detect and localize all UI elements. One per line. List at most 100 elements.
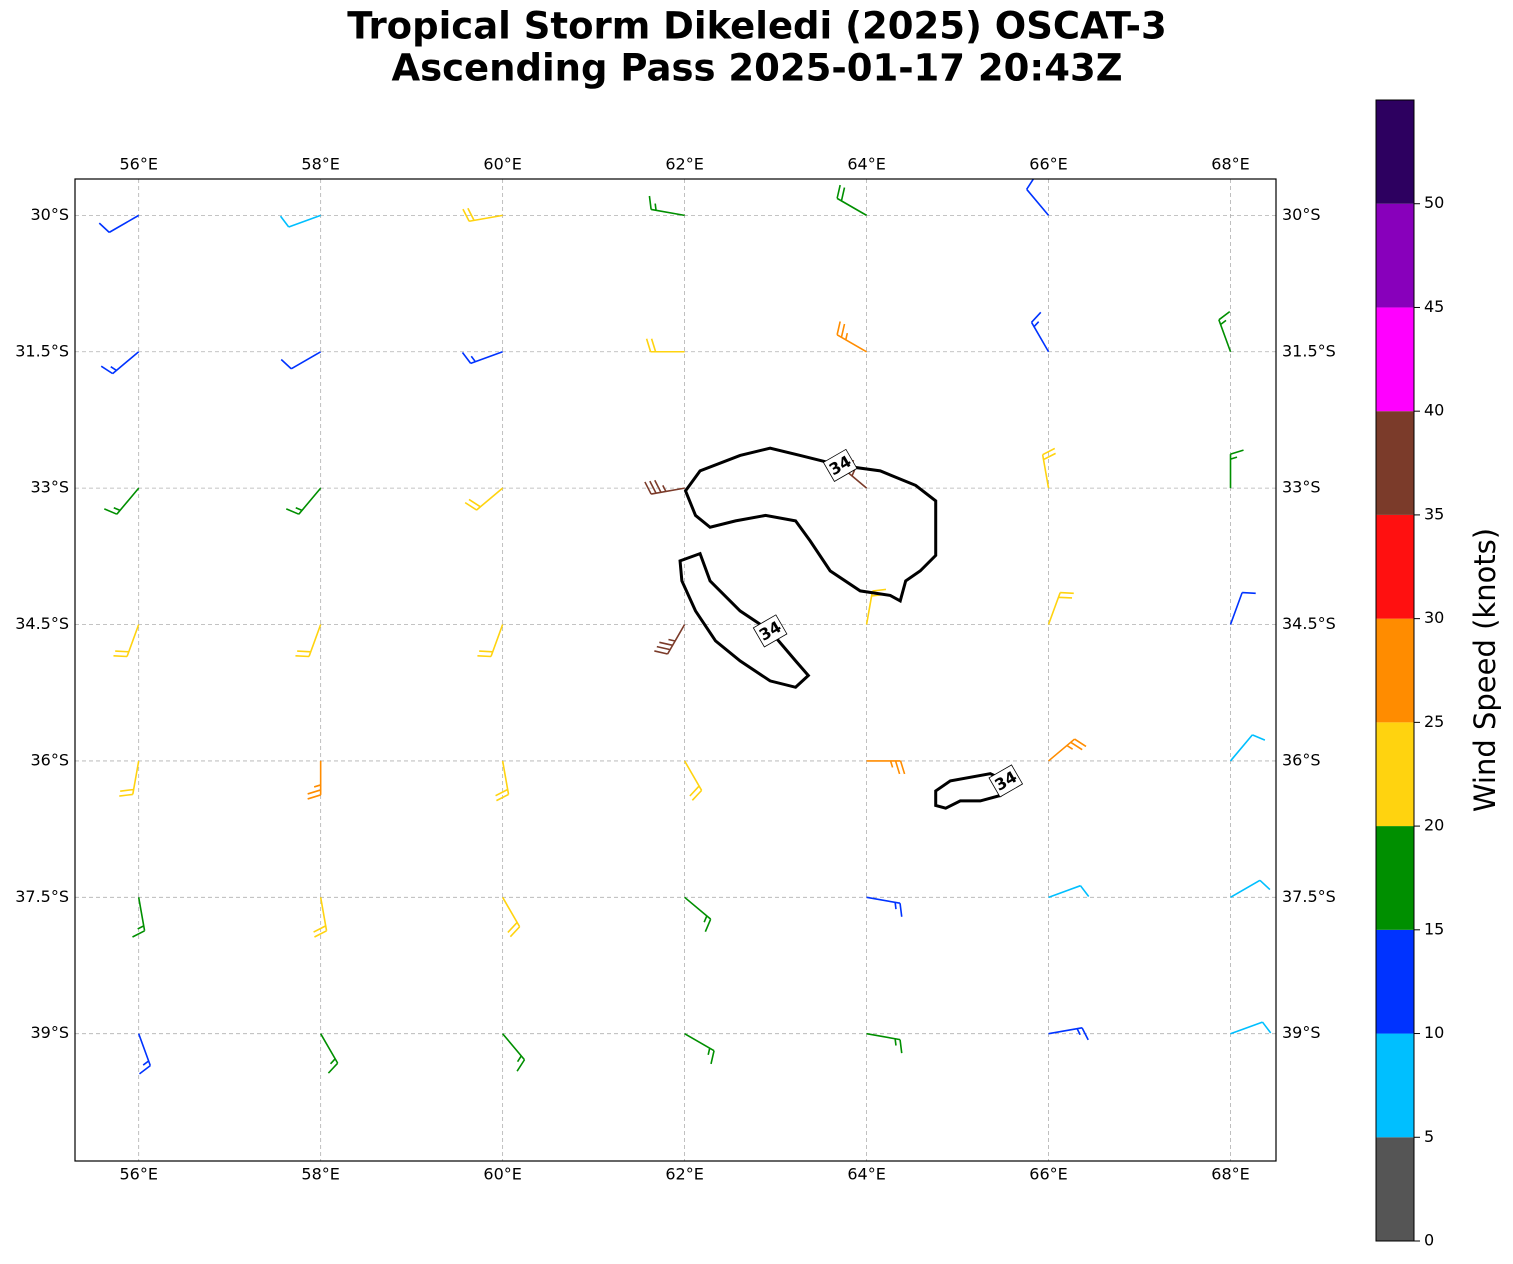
colorbar-tick-label: 40 [1424, 401, 1444, 420]
wind-barb [1229, 449, 1244, 489]
x-tick-label: 64°E [847, 155, 885, 174]
x-tick-label: 56°E [119, 155, 157, 174]
wind-barb [836, 184, 867, 217]
colorbar-tick-label: 5 [1424, 1127, 1434, 1146]
wind-barb [866, 1032, 903, 1054]
colorbar-tick-label: 35 [1424, 504, 1444, 523]
wind-barb [654, 624, 686, 655]
x-tick-label: 66°E [1029, 1165, 1067, 1184]
colorbar-tick-label: 20 [1424, 816, 1444, 835]
colorbar-tick-label: 30 [1424, 608, 1444, 627]
wind-barb [103, 487, 140, 515]
contour-label-box [752, 614, 788, 648]
colorbar-tick-label: 0 [1424, 1231, 1434, 1250]
colorbar-tick-label: 45 [1424, 297, 1444, 316]
y-tick-label: 31.5°S [1282, 341, 1336, 360]
colorbar-segment [1376, 722, 1414, 827]
colorbar-segment [1376, 307, 1414, 412]
title-line: Tropical Storm Dikeledi (2025) OSCAT-3 [347, 5, 1166, 48]
contour-line [934, 772, 1008, 810]
contour-label: 34 [991, 767, 1020, 795]
y-tick-label: 34.5°S [15, 614, 69, 633]
x-tick-label: 58°E [301, 155, 339, 174]
wind-barb [1048, 738, 1087, 762]
contour-label-box [988, 764, 1024, 798]
y-tick-label: 30°S [1282, 205, 1321, 224]
wind-barb [1229, 734, 1266, 762]
colorbar-segment [1376, 1137, 1414, 1241]
wind-barb [285, 487, 322, 515]
contour-line [683, 446, 938, 604]
wind-barb [462, 207, 503, 223]
colorbar-frame [1375, 99, 1415, 1242]
wind-barb [1229, 591, 1256, 625]
wind-barb [684, 896, 712, 933]
wind-barb [501, 896, 521, 938]
wind-barb [119, 760, 140, 797]
y-tick-label: 36°S [30, 750, 69, 769]
x-tick-label: 66°E [1029, 155, 1067, 174]
colorbar-tick-label: 25 [1424, 712, 1444, 731]
wind-barb [1230, 879, 1271, 899]
wind-barb [1218, 310, 1232, 353]
contour-label-box [822, 448, 858, 482]
wind-barb [1041, 447, 1056, 489]
wind-barb [1030, 311, 1050, 353]
colorbar-tick-label: 50 [1424, 193, 1444, 212]
y-tick-label: 33°S [30, 478, 69, 497]
x-tick-label: 60°E [483, 155, 521, 174]
wind-barb [644, 479, 685, 495]
x-tick-label: 62°E [665, 1165, 703, 1184]
wind-barb [866, 896, 903, 917]
colorbar-segment [1376, 100, 1414, 204]
wind-barb [477, 624, 504, 658]
wind-barb [645, 338, 685, 353]
wind-barb [683, 760, 703, 801]
x-tick-label: 60°E [483, 1165, 521, 1184]
contour-line [678, 551, 811, 689]
wind-barb [137, 1033, 152, 1075]
wind-barb [1048, 884, 1090, 899]
x-tick-label: 56°E [119, 1165, 157, 1184]
wind-barb [1026, 179, 1050, 216]
wind-barb [1048, 1027, 1089, 1041]
wind-barb [684, 1033, 715, 1065]
y-tick-label: 39°S [1282, 1023, 1321, 1042]
title-line: Ascending Pass 2025-01-17 20:43Z [391, 47, 1122, 90]
wind-barb [495, 760, 510, 802]
wind-barb [319, 1033, 339, 1074]
y-tick-label: 31.5°S [15, 341, 69, 360]
colorbar-segment [1376, 929, 1414, 1034]
wind-barb [1230, 1021, 1272, 1035]
wind-barb [279, 214, 321, 228]
wind-barb [280, 351, 322, 370]
y-tick-label: 33°S [1282, 478, 1321, 497]
wind-barb [313, 897, 328, 938]
colorbar-tick-label: 15 [1424, 919, 1444, 938]
colorbar-label: Wind Speed (knots) [1468, 528, 1502, 812]
y-tick-label: 30°S [30, 205, 69, 224]
y-tick-label: 39°S [30, 1023, 69, 1042]
colorbar-tick-label: 10 [1424, 1023, 1444, 1042]
wind-barb [132, 897, 146, 938]
wind-barb [1047, 591, 1074, 625]
map-frame [74, 178, 1277, 1162]
wind-barb [464, 487, 504, 511]
wind-barb [295, 624, 322, 658]
y-tick-label: 37.5°S [15, 887, 69, 906]
wind-barb [98, 214, 140, 234]
y-tick-label: 36°S [1282, 750, 1321, 769]
colorbar-segment [1376, 618, 1414, 723]
colorbar-segment [1376, 203, 1414, 308]
x-tick-label: 64°E [847, 1165, 885, 1184]
colorbar-segment [1376, 1033, 1414, 1138]
x-tick-label: 68°E [1211, 155, 1249, 174]
x-tick-label: 58°E [301, 1165, 339, 1184]
colorbar-segment [1376, 514, 1414, 619]
x-tick-label: 68°E [1211, 1165, 1249, 1184]
wind-barb [307, 760, 322, 800]
wind-barb [461, 351, 503, 365]
wind-barb [866, 760, 906, 775]
